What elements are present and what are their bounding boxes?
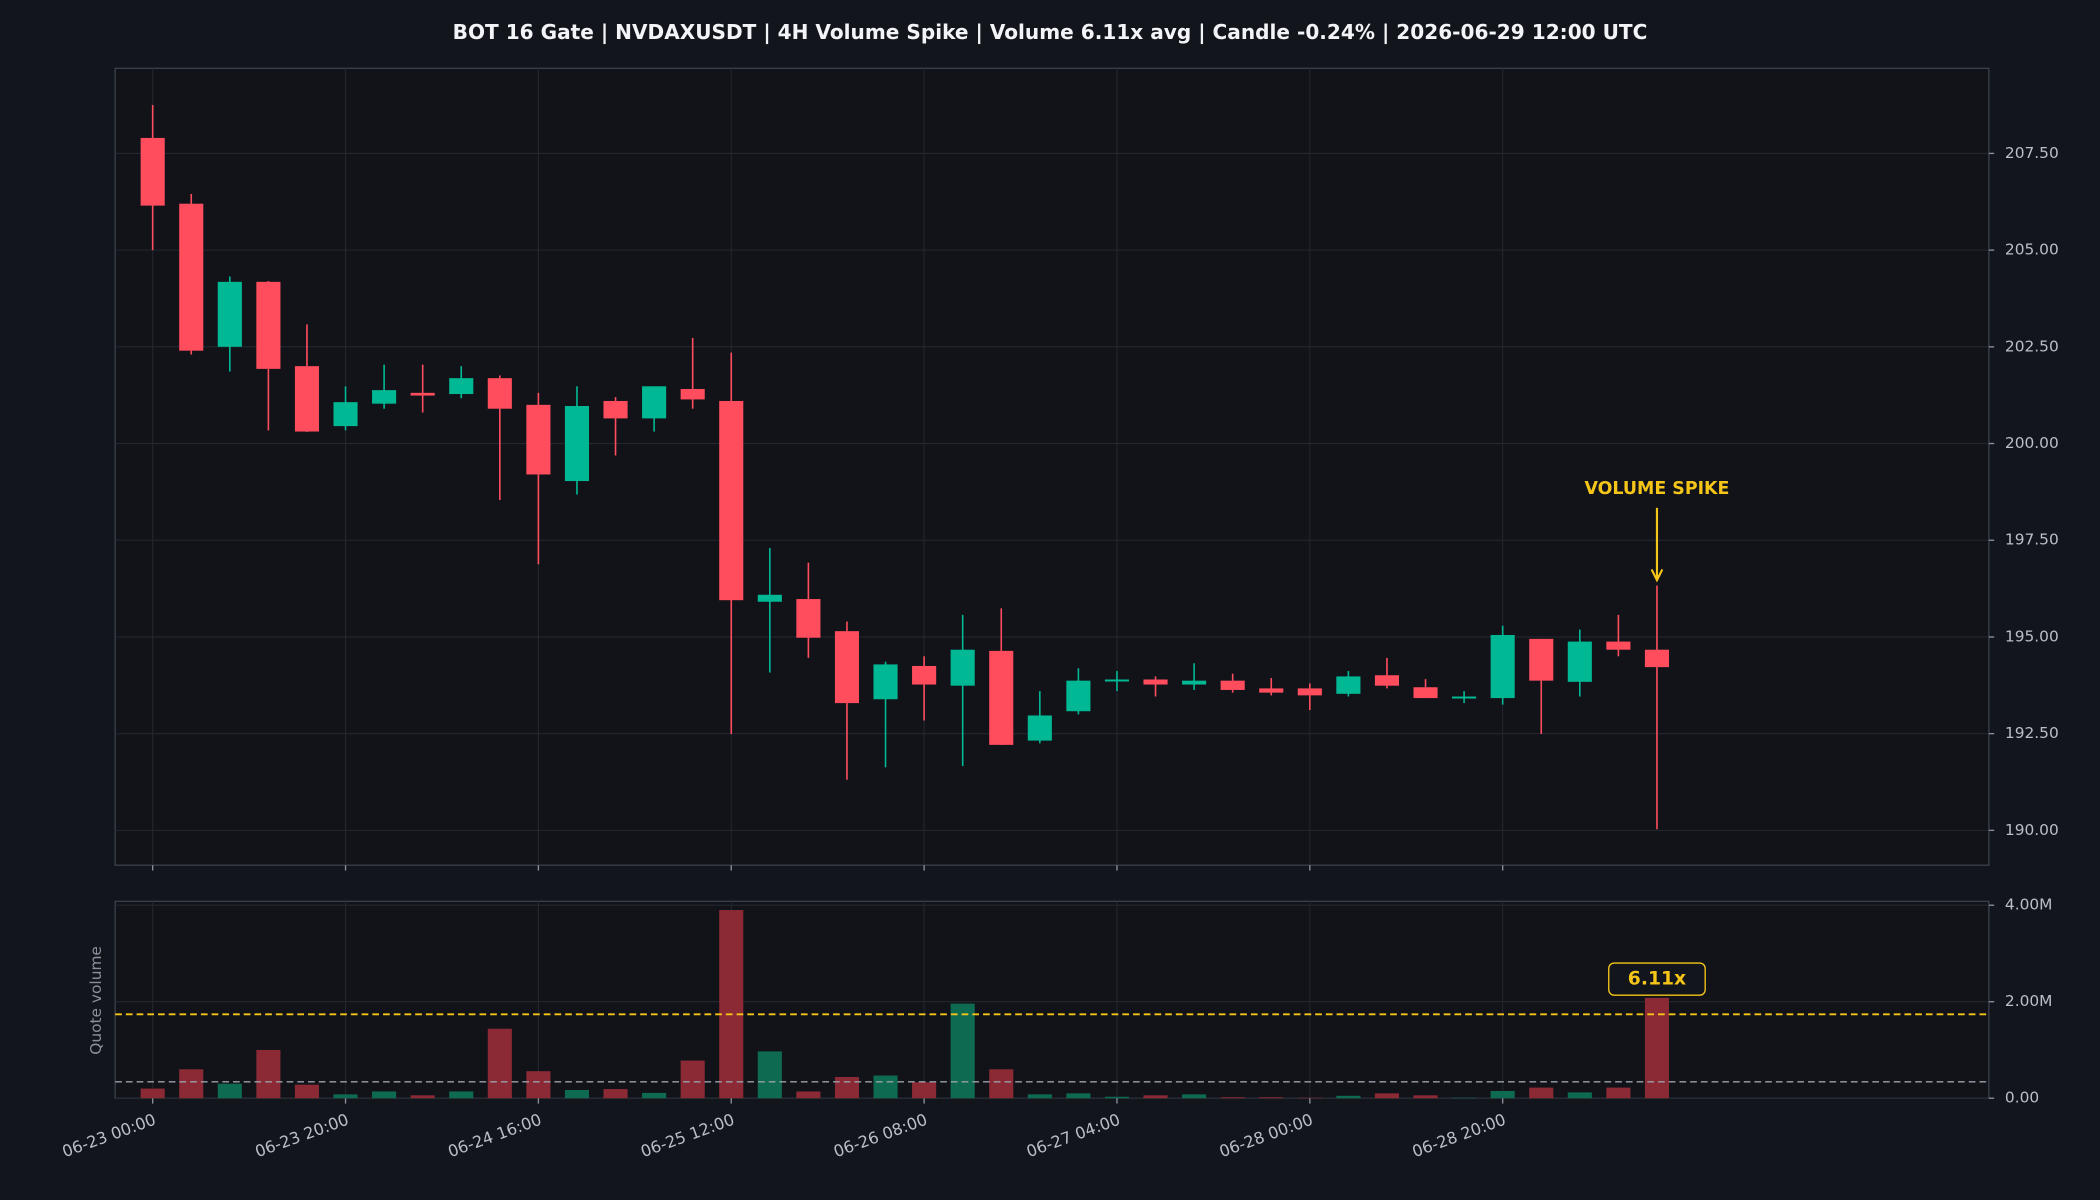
volume-bar: [912, 1082, 937, 1099]
y-tick-label: 2.00M: [2005, 992, 2053, 1010]
candle-body: [1567, 641, 1592, 682]
candle-body: [1259, 688, 1284, 693]
price-panel: [114, 67, 1990, 866]
y-tick-label: 192.50: [2005, 724, 2059, 742]
candle-body: [834, 631, 860, 704]
candle-body: [1644, 649, 1670, 668]
volume-bar: [1220, 1097, 1245, 1099]
candle-body: [1182, 680, 1207, 685]
volume-bar: [410, 1095, 435, 1099]
y-tick-label: 205.00: [2005, 241, 2059, 259]
chart-title: BOT 16 Gate | NVDAXUSDT | 4H Volume Spik…: [453, 20, 1648, 44]
candle-body: [719, 400, 744, 601]
volume-bar: [1606, 1087, 1631, 1099]
volume-bar: [873, 1075, 898, 1099]
volume-bar: [1374, 1093, 1400, 1099]
candle-body: [140, 137, 165, 206]
candle-body: [179, 203, 204, 351]
candle-body: [217, 281, 242, 347]
candle-body: [1220, 680, 1245, 690]
volume-bar: [989, 1069, 1014, 1099]
candle-body: [1606, 641, 1631, 650]
y-axis-label: Quote volume: [87, 946, 105, 1055]
volume-bar: [642, 1092, 667, 1099]
candle-body: [912, 665, 937, 685]
volume-bar: [1143, 1095, 1168, 1099]
candle-body: [1490, 635, 1515, 699]
volume-bar: [1259, 1097, 1284, 1099]
y-tick-label: 190.00: [2005, 821, 2059, 839]
volume-bar: [179, 1069, 204, 1099]
annotation-arrowhead: [1650, 568, 1664, 583]
volume-panel: [114, 900, 1990, 1099]
candle-body: [642, 386, 667, 419]
volume-bar: [1413, 1095, 1438, 1099]
volume-bar: [372, 1091, 397, 1099]
volume-bar: [1529, 1087, 1554, 1099]
volume-bar: [294, 1084, 320, 1099]
candle-body: [603, 400, 628, 419]
volume-bar: [256, 1049, 281, 1099]
candle-body: [1529, 638, 1554, 681]
volume-bar: [950, 1003, 975, 1099]
candle-body: [256, 281, 281, 369]
volume-bar: [796, 1091, 821, 1099]
volume-bar: [680, 1060, 705, 1099]
volume-bar: [449, 1091, 474, 1099]
badge-label: 6.11x: [1628, 969, 1686, 990]
volume-bar: [526, 1071, 551, 1099]
candle-body: [564, 406, 590, 482]
candle-body: [1027, 715, 1052, 741]
candle-body: [950, 649, 975, 686]
candle-body: [372, 390, 397, 404]
candle-body: [1374, 675, 1400, 686]
y-tick-label: 0.00: [2005, 1089, 2039, 1107]
candle-body: [1143, 679, 1168, 685]
volume-bar: [1182, 1094, 1207, 1099]
candle-body: [757, 594, 782, 602]
candle-body: [1297, 688, 1322, 696]
y-tick-label: 195.00: [2005, 627, 2059, 645]
candle-body: [1413, 687, 1438, 699]
annotation: VOLUME SPIKE: [1584, 479, 1729, 499]
y-tick-label: 200.00: [2005, 434, 2059, 452]
volume-bar: [1066, 1093, 1091, 1099]
y-tick-label: 4.00M: [2005, 896, 2053, 914]
candle-body: [526, 404, 551, 475]
volume-bar: [487, 1028, 512, 1099]
candle-body: [1066, 680, 1091, 712]
volume-bar: [1644, 997, 1670, 1099]
volume-bar: [719, 910, 744, 1099]
volume-bar: [834, 1076, 860, 1099]
candle-body: [410, 392, 435, 396]
volume-bar: [1567, 1092, 1592, 1099]
volume-bar: [1027, 1094, 1052, 1099]
candle-body: [1104, 679, 1130, 682]
candle-body: [1452, 696, 1477, 699]
candle-body: [680, 388, 705, 400]
candle-body: [294, 366, 320, 432]
y-tick-label: 202.50: [2005, 337, 2059, 355]
volume-bar: [1336, 1095, 1361, 1099]
candle-body: [873, 664, 898, 700]
candle-body: [333, 402, 358, 427]
candle-body: [989, 650, 1014, 745]
candle-body: [449, 378, 474, 395]
volume-bar: [603, 1089, 628, 1099]
badge-box: [1608, 962, 1706, 996]
candle-body: [1336, 676, 1361, 694]
volume-bar: [333, 1094, 358, 1099]
volume-bar: [1490, 1090, 1515, 1099]
volume-bar: [757, 1051, 782, 1099]
candle-body: [487, 378, 512, 409]
y-tick-label: 197.50: [2005, 531, 2059, 549]
volume-bar: [564, 1090, 590, 1099]
y-tick-label: 207.50: [2005, 144, 2059, 162]
volume-bar: [1104, 1096, 1130, 1099]
candle-body: [796, 599, 821, 638]
volume-bar: [140, 1088, 165, 1099]
volume-bar: [217, 1083, 242, 1099]
